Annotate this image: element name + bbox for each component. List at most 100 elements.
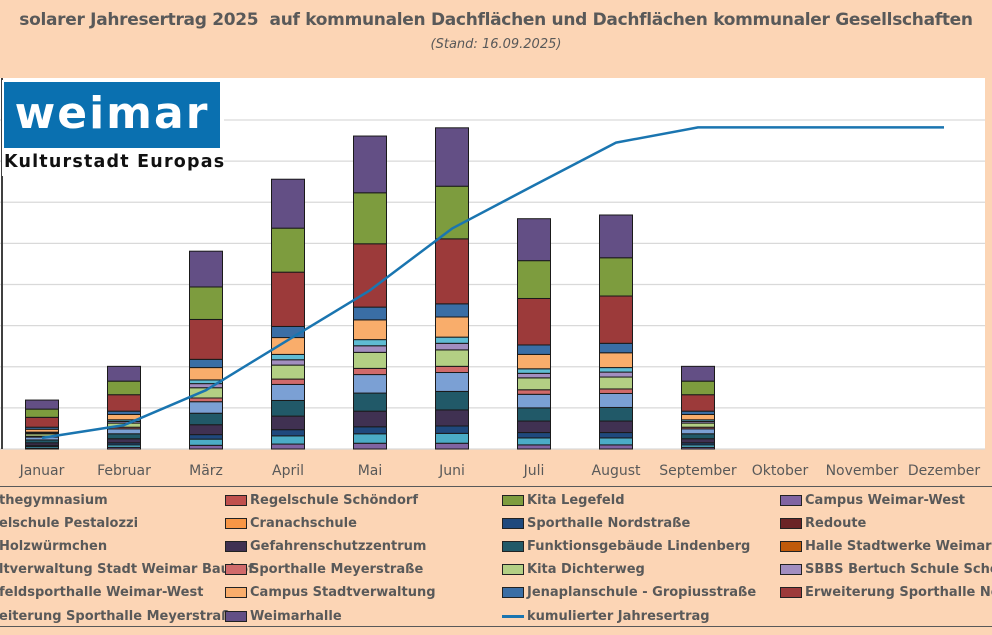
bar-segment — [189, 358, 223, 369]
bar-segment — [435, 365, 469, 374]
legend: thegymnasium elschule Pestalozzi Holzwürmc… — [0, 486, 992, 627]
bar-segment — [353, 135, 387, 194]
legend-label: Halle Stadtwerke Weimar — [805, 538, 992, 554]
bar-segment — [435, 432, 469, 444]
bar-segment — [271, 435, 305, 445]
legend-label: Campus Stadtverwaltung — [250, 585, 436, 601]
legend-item: Cranachschule — [225, 513, 357, 533]
bar-segment — [435, 238, 469, 305]
bar-segment — [435, 409, 469, 427]
bar-segment — [599, 444, 633, 450]
legend-item: Sporthalle Meyerstraße — [225, 560, 423, 580]
bar-segment — [517, 344, 551, 355]
bar-segment — [681, 413, 715, 421]
bar-segment — [353, 410, 387, 428]
bar-segment — [107, 428, 141, 435]
chart-svg: Januar Februar März April Mai Juni Juli August S… — [0, 78, 985, 479]
legend-label: Sporthalle Meyerstraße — [250, 562, 424, 578]
legend-label: Weimarhalle — [250, 608, 342, 624]
bar-segment — [353, 374, 387, 394]
legend-swatch — [502, 540, 524, 552]
logo-tagline: Kulturstadt Europas — [4, 152, 226, 172]
legend-swatch — [780, 517, 802, 529]
bar-segment — [435, 349, 469, 367]
bar-segment — [271, 399, 305, 417]
legend-swatch — [225, 564, 247, 576]
legend-item: Kita Legefeld — [502, 490, 625, 510]
bar-segment — [599, 392, 633, 408]
legend-label: kumulierter Jahresertrag — [527, 608, 710, 624]
legend-label: elschule Pestalozzi — [0, 515, 139, 531]
bar-segment — [681, 428, 715, 435]
bar-segment — [599, 420, 633, 434]
bar-segment — [189, 367, 223, 381]
legend-swatch — [502, 587, 524, 599]
bar-segment — [25, 416, 59, 428]
legend-item: elschule Pestalozzi — [0, 513, 138, 533]
bar-segment — [107, 365, 141, 382]
bar-segment — [271, 443, 305, 450]
legend-item: Holzwürmchen — [0, 536, 107, 556]
cumulative-line — [41, 126, 944, 440]
bar-segment — [435, 342, 469, 351]
bar-segment — [353, 192, 387, 245]
x-tick-label: April — [272, 463, 304, 479]
legend-label: Funktionsgebäude Lindenberg — [527, 538, 751, 554]
legend-swatch — [780, 540, 802, 552]
bar-segment — [435, 425, 469, 434]
bar-segment — [517, 444, 551, 450]
x-tick-label: Mai — [358, 463, 383, 479]
bar-segment — [271, 227, 305, 273]
bar-segment — [599, 214, 633, 259]
bar-segment — [517, 389, 551, 395]
bar-segment — [599, 295, 633, 344]
bar-segment — [353, 392, 387, 412]
legend-item: eiterung Sporthalle Meyerstraße — [0, 606, 239, 626]
bar-segment — [271, 429, 305, 437]
legend-item: Funktionsgebäude Lindenberg — [502, 536, 750, 556]
x-tick-label: August — [592, 463, 642, 479]
bar-segment — [517, 420, 551, 434]
bar-segment — [599, 371, 633, 378]
x-tick-label: Januar — [19, 463, 65, 479]
bar-segment — [517, 297, 551, 346]
bar-segment — [517, 372, 551, 379]
legend-item: Campus Stadtverwaltung — [225, 583, 436, 603]
bar-segment — [271, 364, 305, 380]
x-tick-label: September — [659, 463, 737, 479]
legend-item: Gefahrenschutzzentrum — [225, 536, 426, 556]
legend-item: thegymnasium — [0, 490, 108, 510]
bar-segment — [353, 319, 387, 341]
legend-label: eiterung Sporthalle Meyerstraße — [0, 608, 240, 624]
legend-label: Erweiterung Sporthalle Nords — [805, 585, 992, 601]
legend-item: Sporthalle Nordstraße — [502, 513, 690, 533]
bar-segment — [517, 218, 551, 262]
bar-segment — [271, 415, 305, 431]
bar-segment — [271, 383, 305, 401]
bar-segment — [271, 359, 305, 366]
chart-title: solarer Jahresertrag 2025 auf kommunalen… — [19, 10, 973, 30]
chart-subtitle: (Stand: 16.09.2025) — [430, 37, 562, 52]
x-tick-label: Oktober — [752, 463, 809, 479]
legend-label: Gefahrenschutzzentrum — [250, 538, 427, 554]
legend-item: feldsporthalle Weimar-West — [0, 583, 203, 603]
x-tick-label: Juli — [523, 463, 545, 479]
bar-segment — [353, 306, 387, 321]
bar-segment — [189, 401, 223, 414]
legend-swatch — [780, 494, 802, 506]
legend-swatch — [502, 494, 524, 506]
legend-label: Kita Legefeld — [527, 492, 625, 508]
legend-swatch — [502, 564, 524, 576]
bar-segment — [189, 424, 223, 436]
logo-wordmark: weimar — [4, 82, 220, 148]
bar-segment — [681, 365, 715, 382]
bar-segment — [517, 393, 551, 409]
legend-swatch — [225, 540, 247, 552]
bar-segment — [353, 433, 387, 444]
bar-segment — [271, 378, 305, 385]
legend-swatch — [225, 610, 247, 622]
legend-label: thegymnasium — [0, 492, 108, 508]
bar-segment — [517, 432, 551, 439]
legend-label: Regelschule Schöndorf — [250, 492, 418, 508]
bar-segment — [107, 380, 141, 396]
